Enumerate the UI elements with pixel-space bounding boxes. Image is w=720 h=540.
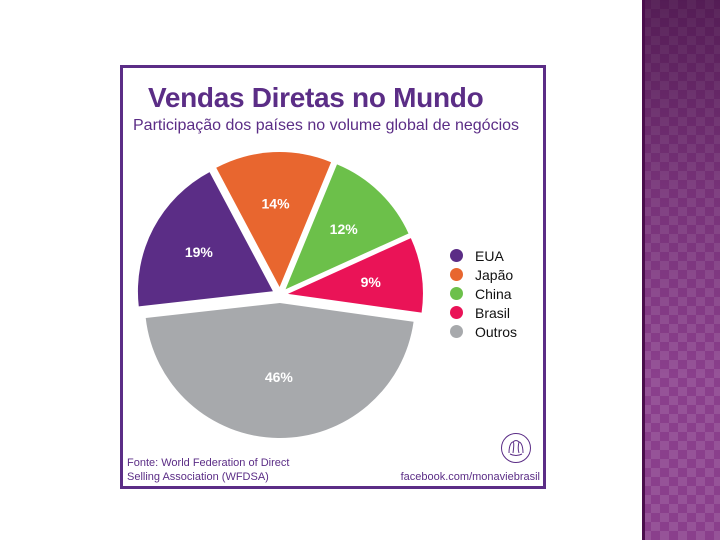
legend-item-china: China [450, 284, 540, 303]
legend-label: Outros [475, 323, 518, 340]
facebook-link[interactable]: facebook.com/monaviebrasil [400, 471, 540, 483]
pie-slice-outros [145, 302, 414, 438]
legend-item-brasil: Brasil [450, 303, 540, 322]
pie-slice-china [285, 164, 409, 290]
slice-label-japão: 14% [262, 195, 291, 211]
pie-chart: 46% 19% 14% 12% 9% [137, 152, 423, 438]
source-line-1: Fonte: World Federation of Direct [127, 457, 290, 469]
pie-slice-japão [216, 152, 332, 288]
chart-subtitle: Participação dos países no volume global… [133, 117, 520, 134]
legend-label: Brasil [475, 304, 511, 321]
legend-swatch [450, 268, 463, 281]
source-note: Fonte: World Federation of Direct Sellin… [127, 456, 347, 484]
legend-item-japão: Japão [450, 265, 540, 284]
chart-title: Vendas Diretas no Mundo [148, 82, 484, 113]
legend-label: Japão [475, 266, 514, 283]
legend-label: EUA [475, 247, 504, 264]
legend-swatch [450, 287, 463, 300]
legend-item-eua: EUA [450, 246, 540, 265]
slice-label-china: 12% [330, 221, 359, 237]
slice-label-outros: 46% [265, 369, 294, 385]
chart-legend: EUA Japão China Brasil Outros [450, 246, 540, 341]
slice-label-brasil: 9% [361, 274, 382, 290]
side-band-edge [642, 0, 645, 540]
pie-slice-brasil [287, 238, 423, 313]
pie-slice-labels: 46% 19% 14% 12% 9% [185, 195, 382, 385]
legend-swatch [450, 325, 463, 338]
legend-swatch [450, 249, 463, 262]
legend-item-outros: Outros [450, 322, 540, 341]
source-line-2: Selling Association (WFDSA) [127, 471, 269, 483]
legend-swatch [450, 306, 463, 319]
legend-label: China [475, 285, 512, 302]
pie-slices [137, 152, 423, 438]
slice-label-eua: 19% [185, 244, 214, 260]
decorative-side-band [642, 0, 720, 540]
monavie-logo-icon [501, 433, 531, 463]
pie-slice-eua [137, 172, 273, 307]
